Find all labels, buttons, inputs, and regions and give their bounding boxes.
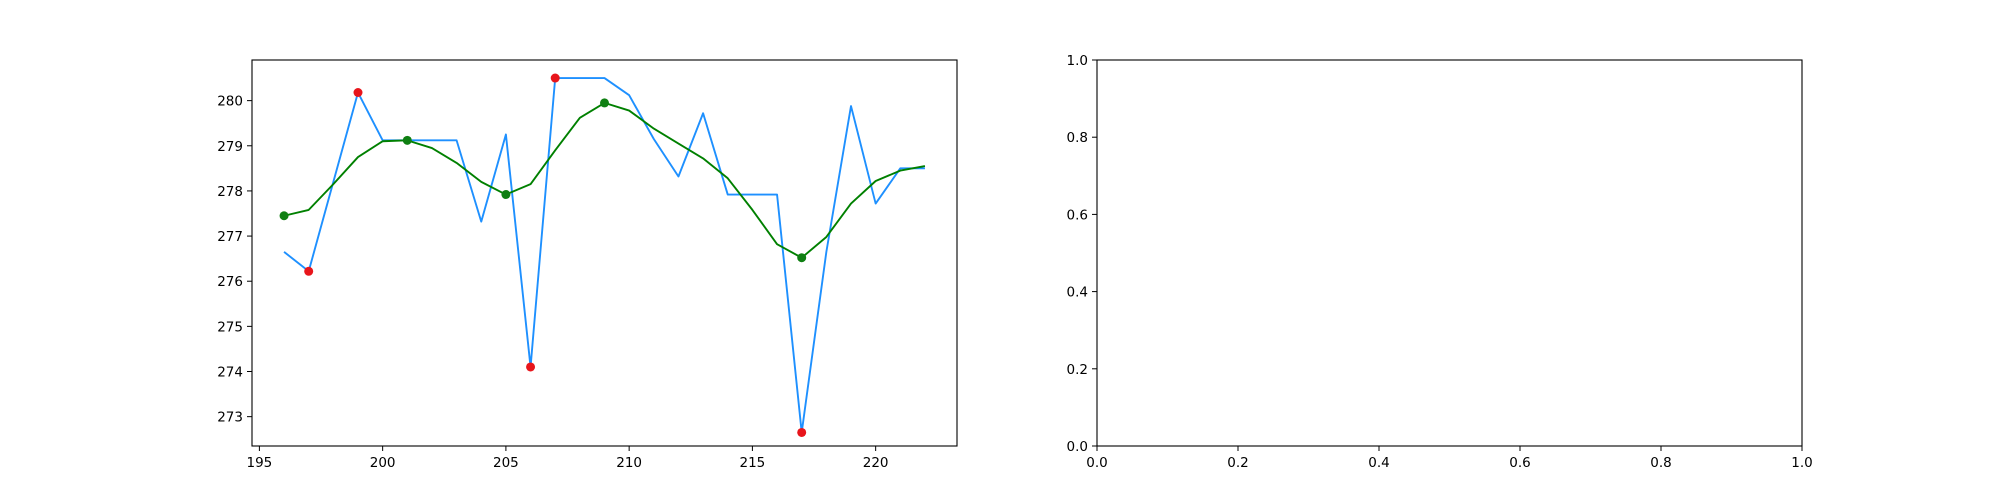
right-empty-axes: 0.0 0.2 0.4 0.6 0.8 1.0 0.0 0.2 0.4 0.6 0.8 1.0 [1067,53,1813,471]
x-tick-label: 220 [863,455,889,471]
y-tick-label: 0.6 [1067,207,1088,223]
y-tick-label: 0.4 [1067,285,1088,301]
x-tick-label: 0.8 [1650,455,1671,471]
x-tick-label: 205 [493,455,519,471]
x-tick-label: 0.2 [1227,455,1248,471]
axes-frame [251,59,958,447]
extremum-point [600,98,609,108]
outlier-point [304,266,314,276]
y-tick-label: 279 [217,139,243,155]
y-tick-label: 0.2 [1067,362,1088,378]
y-tick-label: 0.0 [1067,439,1088,455]
outlier-point [797,427,807,437]
y-tick-label: 276 [217,274,243,290]
outlier-point [353,88,363,98]
extremum-point [402,135,412,145]
y-tick-label: 280 [217,94,243,110]
x-tick-label: 0.4 [1368,455,1389,471]
extremum-point [279,211,289,221]
x-tick-label: 200 [370,455,396,471]
x-tick-label: 210 [616,455,642,471]
outlier-point [550,73,560,83]
y-tick-label: 1.0 [1067,53,1088,69]
x-tick-label: 195 [247,455,273,471]
y-tick-label: 278 [217,184,243,200]
x-tick-label: 0.0 [1086,455,1107,471]
left-line-chart: 195 200 205 210 215 220 273 274 275 276 277 278 279 2… [217,59,958,471]
extremum-point [501,190,511,200]
y-tick-label: 274 [217,365,243,381]
y-tick-label: 277 [217,229,243,245]
axes-frame [1096,59,1803,447]
x-tick-label: 0.6 [1509,455,1530,471]
y-tick-label: 273 [217,410,243,426]
x-tick-label: 215 [740,455,766,471]
y-tick-label: 0.8 [1067,130,1088,146]
y-tick-label: 275 [217,319,243,335]
x-tick-label: 1.0 [1791,455,1812,471]
extremum-point [797,253,807,263]
outlier-point [526,362,536,372]
